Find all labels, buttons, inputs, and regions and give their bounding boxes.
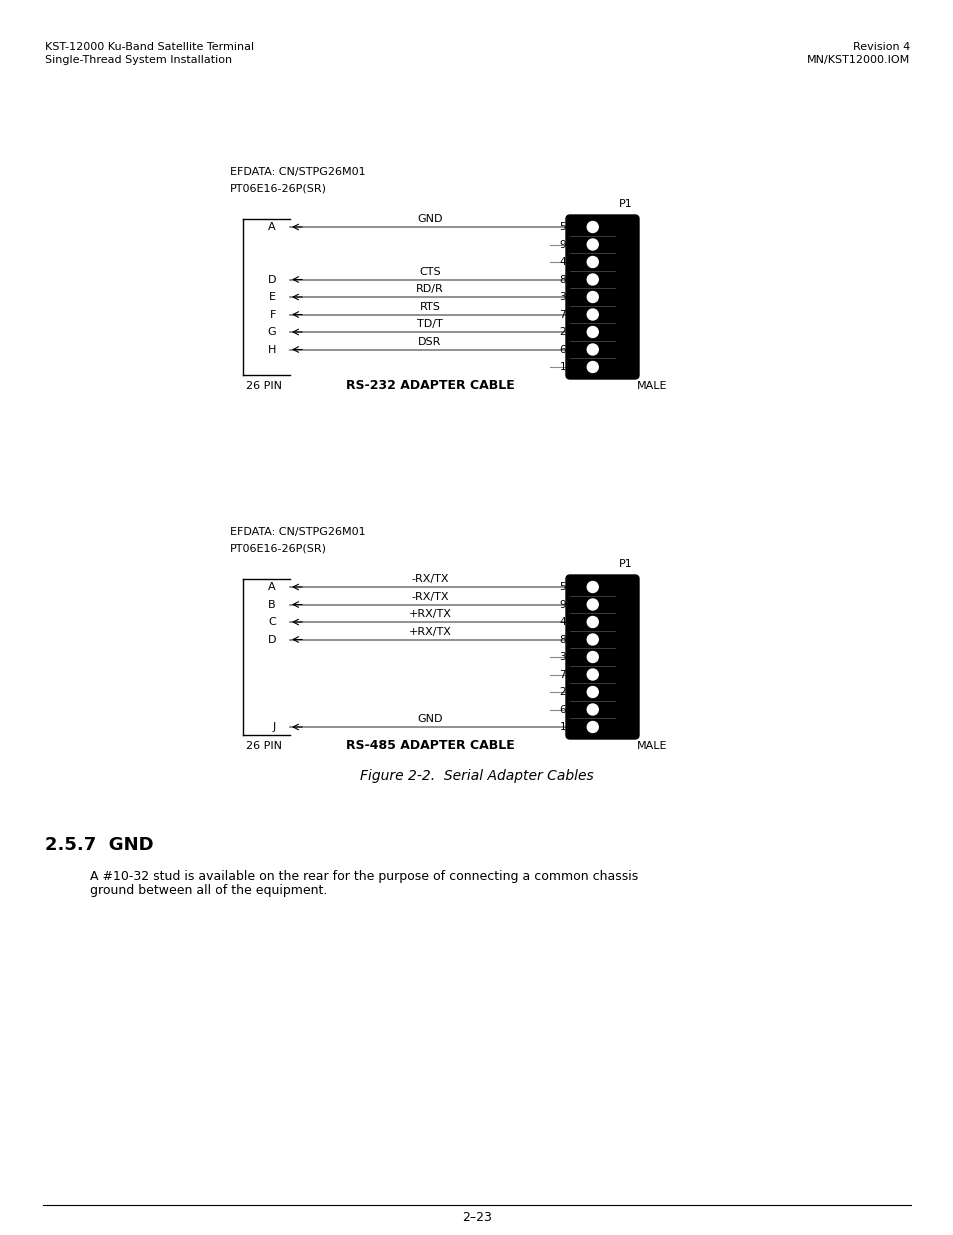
Text: 3: 3 [558,291,565,303]
Text: DSR: DSR [417,336,441,347]
Circle shape [587,221,598,232]
Circle shape [587,582,598,593]
Text: E: E [269,291,275,303]
Circle shape [587,274,598,285]
Circle shape [587,669,598,680]
Text: 4: 4 [558,618,565,627]
Text: 9: 9 [558,599,565,610]
Text: ground between all of the equipment.: ground between all of the equipment. [90,884,327,897]
Text: Revision 4: Revision 4 [852,42,909,52]
Text: P1: P1 [618,199,633,209]
Circle shape [587,345,598,354]
Circle shape [587,309,598,320]
Text: 2.5.7  GND: 2.5.7 GND [45,836,153,853]
Text: 26 PIN: 26 PIN [246,382,282,391]
Circle shape [587,240,598,249]
Text: RS-232 ADAPTER CABLE: RS-232 ADAPTER CABLE [345,379,514,391]
Text: 8: 8 [558,274,565,284]
Text: MN/KST12000.IOM: MN/KST12000.IOM [806,56,909,65]
Text: B: B [268,599,275,610]
Text: D: D [267,274,275,284]
Text: Figure 2-2.  Serial Adapter Cables: Figure 2-2. Serial Adapter Cables [359,769,594,783]
Text: 1: 1 [558,722,565,732]
Text: EFDATA: CN/STPG26M01: EFDATA: CN/STPG26M01 [230,167,365,177]
Circle shape [587,634,598,645]
Text: 3: 3 [558,652,565,662]
Text: F: F [270,310,275,320]
Text: 7: 7 [558,669,565,679]
Text: 1: 1 [558,362,565,372]
Circle shape [587,362,598,373]
Text: 8: 8 [558,635,565,645]
Circle shape [587,721,598,732]
Text: 5: 5 [558,222,565,232]
Text: Single-Thread System Installation: Single-Thread System Installation [45,56,232,65]
Circle shape [587,257,598,268]
Text: 2: 2 [558,327,565,337]
Circle shape [587,687,598,698]
Circle shape [587,652,598,662]
Text: A #10-32 stud is available on the rear for the purpose of connecting a common ch: A #10-32 stud is available on the rear f… [90,869,638,883]
Text: -RX/TX: -RX/TX [411,592,448,601]
Text: GND: GND [416,214,442,224]
Circle shape [587,704,598,715]
Text: MALE: MALE [637,382,667,391]
Text: 2–23: 2–23 [461,1212,492,1224]
Text: +RX/TX: +RX/TX [408,626,451,636]
Text: 6: 6 [558,704,565,715]
Text: PT06E16-26P(SR): PT06E16-26P(SR) [230,543,327,553]
Text: MALE: MALE [637,741,667,751]
Circle shape [587,616,598,627]
Circle shape [587,326,598,337]
Text: A: A [268,582,275,592]
Text: RTS: RTS [419,301,440,311]
Text: A: A [268,222,275,232]
Circle shape [587,291,598,303]
Text: 4: 4 [558,257,565,267]
Text: 6: 6 [558,345,565,354]
FancyBboxPatch shape [565,576,639,739]
Text: 26 PIN: 26 PIN [246,741,282,751]
Text: RS-485 ADAPTER CABLE: RS-485 ADAPTER CABLE [345,739,514,752]
Text: GND: GND [416,714,442,724]
Text: 5: 5 [558,582,565,592]
Text: J: J [273,722,275,732]
Text: KST-12000 Ku-Band Satellite Terminal: KST-12000 Ku-Band Satellite Terminal [45,42,253,52]
Circle shape [587,599,598,610]
Text: TD/T: TD/T [416,319,442,329]
Text: P1: P1 [618,559,633,569]
Text: +RX/TX: +RX/TX [408,609,451,619]
Text: 9: 9 [558,240,565,249]
Text: C: C [268,618,275,627]
Text: -RX/TX: -RX/TX [411,574,448,584]
Text: CTS: CTS [418,267,440,277]
Text: D: D [267,635,275,645]
Text: G: G [267,327,275,337]
Text: PT06E16-26P(SR): PT06E16-26P(SR) [230,183,327,193]
Text: 2: 2 [558,687,565,697]
Text: EFDATA: CN/STPG26M01: EFDATA: CN/STPG26M01 [230,527,365,537]
Text: 7: 7 [558,310,565,320]
Text: RD/R: RD/R [416,284,443,294]
FancyBboxPatch shape [565,215,639,379]
Text: H: H [268,345,275,354]
